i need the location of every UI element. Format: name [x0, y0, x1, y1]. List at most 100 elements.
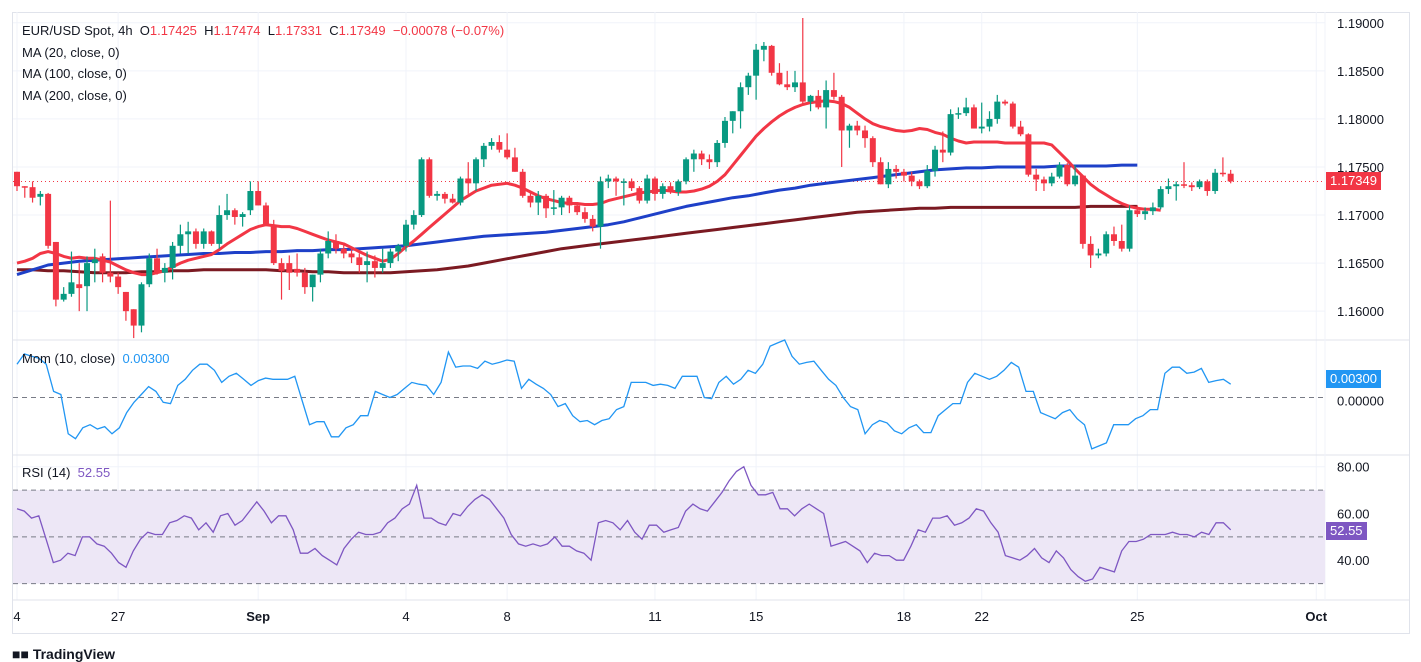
- candle-body: [1079, 175, 1086, 244]
- brand-text: TradingView: [32, 646, 116, 662]
- candle-body: [1072, 175, 1079, 185]
- mom-value: 0.00300: [122, 351, 170, 366]
- candle-body: [161, 267, 168, 273]
- candle-body: [418, 159, 425, 216]
- high-value: 1.17474: [213, 23, 261, 38]
- mom-line: [16, 339, 1232, 450]
- time-tick-label: 27: [111, 609, 125, 624]
- candle: [317, 248, 324, 283]
- candle-body: [862, 130, 869, 139]
- candle: [683, 157, 690, 185]
- candle-body: [356, 257, 363, 266]
- candle: [348, 248, 355, 264]
- candle-body: [1188, 185, 1195, 188]
- candle-body: [1134, 210, 1141, 215]
- low-label: L: [267, 23, 275, 38]
- candle: [1056, 162, 1063, 179]
- time-tick-label: Oct: [1305, 609, 1327, 624]
- last-price-tag: 1.17349: [1326, 172, 1381, 191]
- price-tick-label: 1.18500: [1337, 64, 1384, 79]
- ma100-legend[interactable]: MA (100, close, 0): [22, 66, 127, 81]
- candles: [14, 18, 1234, 339]
- tradingview-logo[interactable]: ■■ TradingView: [12, 646, 115, 662]
- candle-body: [52, 241, 59, 300]
- rsi-tick-label: 60.00: [1337, 506, 1370, 521]
- candle: [900, 168, 907, 182]
- candle: [924, 165, 931, 189]
- candle: [1033, 168, 1040, 192]
- candle-body: [807, 95, 814, 102]
- candle-body: [628, 181, 635, 189]
- candle: [60, 287, 67, 302]
- candle-body: [823, 90, 830, 108]
- close-label: C: [329, 23, 339, 38]
- time-tick-label: 25: [1130, 609, 1144, 624]
- candle: [1110, 226, 1117, 246]
- candle-body: [558, 197, 565, 208]
- candle: [255, 181, 262, 206]
- candle-body: [1095, 253, 1102, 256]
- candle: [480, 142, 487, 167]
- candle: [1017, 120, 1024, 137]
- candle-body: [574, 205, 581, 213]
- candle: [434, 191, 441, 201]
- candle-body: [224, 210, 231, 216]
- candle: [651, 176, 658, 201]
- ma200-line: [17, 204, 1138, 275]
- candle: [815, 90, 822, 110]
- candle-body: [434, 193, 441, 196]
- mom-label: Mom (10, close): [22, 351, 116, 366]
- candle: [231, 208, 238, 225]
- mom-legend[interactable]: Mom (10, close) 0.00300: [22, 351, 169, 366]
- candle-body: [496, 141, 503, 150]
- candle: [1188, 182, 1195, 192]
- candle-body: [838, 96, 845, 131]
- candle: [807, 94, 814, 112]
- candle-body: [877, 162, 884, 185]
- chart-frame: [12, 12, 1410, 634]
- candle-body: [216, 215, 223, 244]
- candle-body: [939, 149, 946, 153]
- candle: [262, 202, 269, 225]
- candle-body: [84, 263, 91, 287]
- candle-body: [970, 107, 977, 129]
- candle: [659, 183, 666, 199]
- time-tick-label: 8: [504, 609, 511, 624]
- candle: [745, 72, 752, 95]
- candle: [107, 200, 114, 283]
- candle: [457, 176, 464, 206]
- candle-body: [21, 186, 28, 188]
- candle-body: [932, 149, 939, 171]
- candle: [45, 192, 52, 249]
- low-value: 1.17331: [275, 23, 322, 38]
- candle: [792, 70, 798, 93]
- candle-body: [1212, 172, 1219, 192]
- ma20-legend[interactable]: MA (20, close, 0): [22, 45, 120, 60]
- ma200-legend[interactable]: MA (200, close, 0): [22, 88, 127, 103]
- candle: [605, 174, 612, 189]
- candle: [76, 263, 83, 312]
- high-label: H: [204, 23, 214, 38]
- candle: [91, 248, 98, 283]
- candle: [1087, 236, 1094, 268]
- candle: [294, 253, 301, 277]
- candle-body: [1056, 165, 1063, 177]
- candle-body: [14, 171, 20, 187]
- candle-body: [869, 138, 876, 163]
- candle-body: [332, 240, 339, 249]
- candle: [1079, 175, 1086, 249]
- candle-body: [45, 193, 52, 246]
- candle: [403, 219, 409, 252]
- candle: [177, 224, 184, 254]
- candle: [698, 150, 705, 166]
- candle-body: [154, 258, 161, 273]
- rsi-legend[interactable]: RSI (14) 52.55: [22, 465, 110, 480]
- candle-body: [185, 231, 192, 235]
- candle-body: [262, 205, 269, 225]
- rsi-tick-label: 80.00: [1337, 460, 1370, 475]
- candle-body: [994, 101, 1001, 119]
- candle: [776, 63, 783, 86]
- candle: [768, 44, 775, 76]
- candle-body: [122, 291, 129, 312]
